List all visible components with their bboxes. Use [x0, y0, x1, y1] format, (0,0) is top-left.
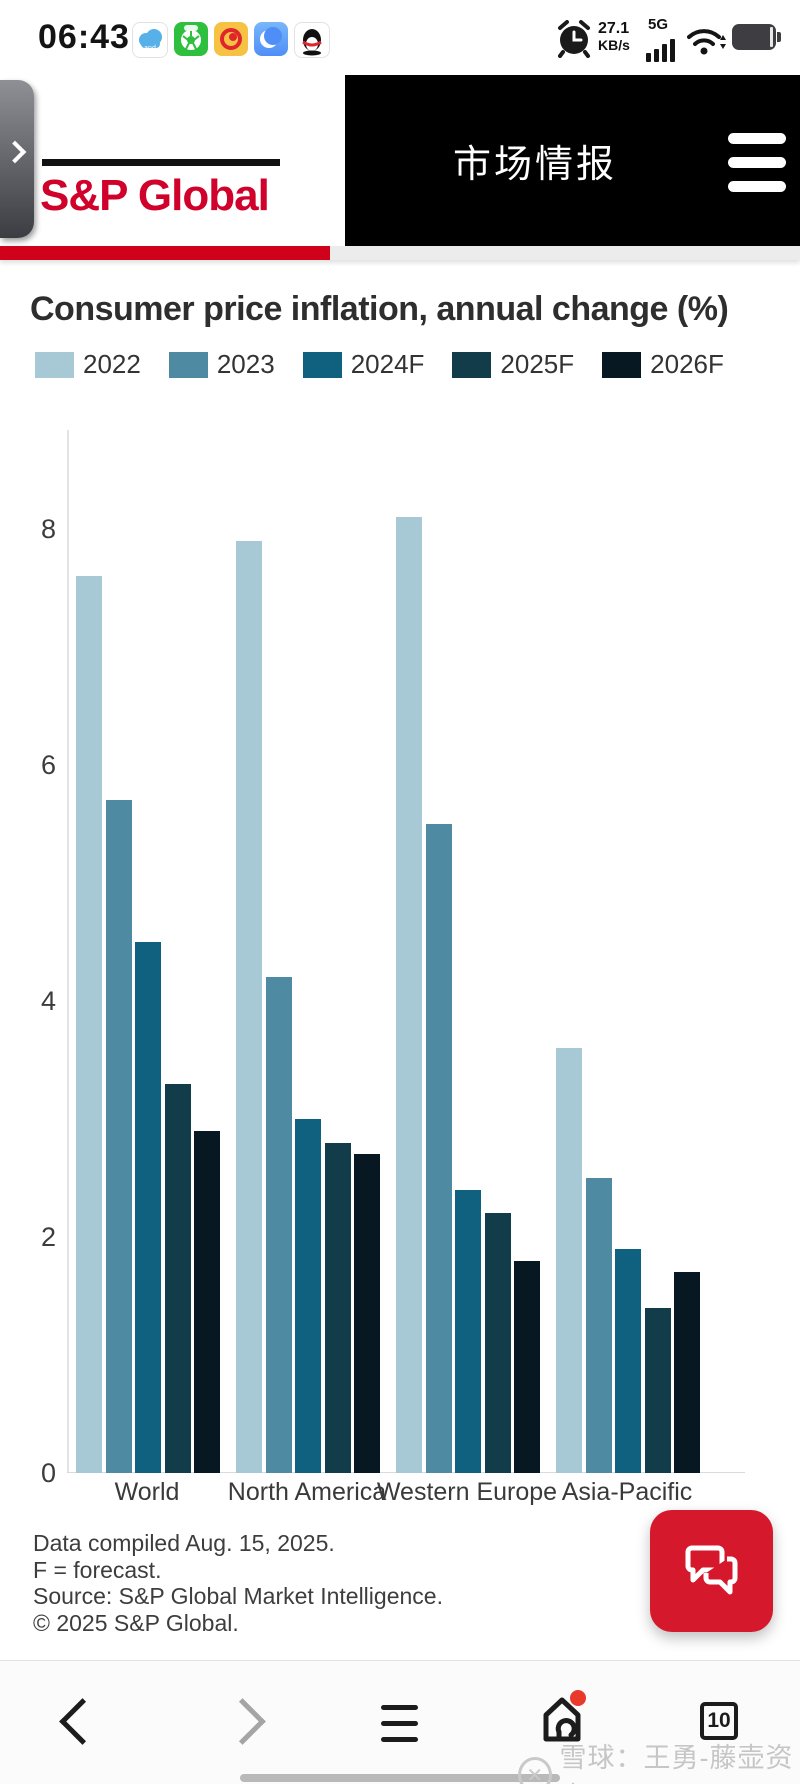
- bar-world-2025F: [164, 1084, 191, 1473]
- x-axis-labels: World North America Western Europe Asia-Pac…: [0, 1478, 800, 1508]
- legend-label: 2025F: [500, 349, 575, 379]
- tab-count-button[interactable]: 10: [700, 1702, 738, 1740]
- alarm-clock-icon: [558, 20, 590, 58]
- bar-asia-pacific-2025F: [644, 1308, 671, 1473]
- bar-north-america-2026F: [354, 1154, 380, 1473]
- xueqiu-logo-icon: ✕: [518, 1757, 552, 1784]
- bar-asia-pacific-2023: [585, 1178, 612, 1473]
- legend-item-2024F: 2024F: [302, 349, 425, 380]
- svg-text:and: and: [144, 45, 156, 52]
- cloud-app-icon: and: [132, 22, 168, 58]
- hamburger-menu-button[interactable]: [728, 133, 786, 193]
- bar-western-europe-2025F: [484, 1213, 511, 1473]
- bar-western-europe-2026F: [514, 1261, 540, 1473]
- legend-swatch: [302, 351, 342, 378]
- status-bar: 06:43 and 27.1 KB/: [0, 0, 800, 75]
- y-tick-0: 0: [40, 1458, 56, 1488]
- bar-north-america-2023: [265, 977, 292, 1473]
- legend-label: 2023: [216, 349, 275, 379]
- chart-footnotes: Data compiled Aug. 15, 2025. F = forecast…: [33, 1530, 443, 1636]
- legend-swatch: [35, 351, 74, 378]
- bar-world-2022: [76, 576, 102, 1473]
- battery-icon: [732, 24, 781, 50]
- page-load-progress-fill: [0, 246, 330, 260]
- legend-swatch: [452, 351, 492, 378]
- footnote-line: © 2025 S&P Global.: [33, 1609, 239, 1636]
- notification-dot: [570, 1690, 586, 1706]
- legend-label: 2024F: [350, 349, 425, 379]
- header-logo-panel: S&P Global: [0, 75, 345, 246]
- notification-app-icons: and: [132, 22, 330, 58]
- watermark-text: 雪球：王勇-藤壶资本: [559, 1743, 794, 1784]
- chart-legend: 2022 2023 2024F 2025F 2026F: [35, 349, 724, 380]
- bar-asia-pacific-2024F: [615, 1249, 641, 1473]
- header-title-panel: 市场情报: [345, 75, 800, 246]
- green-ball-app-icon: [174, 22, 208, 56]
- bar-north-america-2022: [236, 541, 262, 1473]
- bar-asia-pacific-2022: [556, 1048, 582, 1473]
- bar-world-2023: [105, 800, 132, 1473]
- page-title: 市场情报: [452, 144, 617, 186]
- x-label-western-europe: Western Europe: [376, 1478, 558, 1506]
- bar-western-europe-2023: [425, 824, 452, 1473]
- app-header: S&P Global 市场情报: [0, 75, 800, 246]
- y-tick-4: 4: [40, 986, 56, 1016]
- legend-label: 2022: [83, 349, 141, 379]
- y-tick-2: 2: [40, 1222, 56, 1252]
- footnote-line: Data compiled Aug. 15, 2025.: [33, 1530, 335, 1556]
- bar-asia-pacific-2026F: [674, 1272, 700, 1473]
- y-tick-6: 6: [40, 750, 56, 780]
- tab-count: 10: [707, 1709, 731, 1732]
- bar-north-america-2025F: [324, 1143, 351, 1473]
- weibo-app-icon: [214, 22, 248, 56]
- browser-app-icon: [254, 22, 288, 56]
- legend-item-2026F: 2026F: [602, 349, 724, 380]
- watermark: ✕ 雪球：王勇-藤壶资本: [518, 1736, 800, 1784]
- legend-swatch: [602, 351, 642, 378]
- legend-swatch: [168, 351, 208, 378]
- chat-button[interactable]: [650, 1510, 773, 1632]
- page-load-progress-track: [0, 246, 800, 260]
- y-tick-8: 8: [40, 514, 56, 544]
- bar-world-2024F: [135, 942, 161, 1473]
- clock-time: 06:43: [38, 18, 130, 56]
- bar-chart-plot: 8 6 4 2 0: [0, 430, 800, 1488]
- legend-label: 2026F: [650, 349, 724, 379]
- bar-north-america-2024F: [295, 1119, 321, 1473]
- gesture-bar[interactable]: [240, 1774, 560, 1782]
- x-label-world: World: [114, 1478, 180, 1506]
- home-button[interactable]: [536, 1692, 588, 1748]
- nav-menu-button[interactable]: [381, 1705, 418, 1742]
- signal-strength-icon: [646, 38, 675, 62]
- chevron-right-icon: [3, 140, 27, 164]
- chart-title: Consumer price inflation, annual change …: [30, 290, 729, 328]
- logo-top-bar: [42, 159, 280, 166]
- x-label-north-america: North America: [227, 1478, 387, 1506]
- network-speed-value: 27.1: [598, 20, 630, 37]
- bar-western-europe-2022: [396, 517, 422, 1473]
- sp-global-logo[interactable]: S&P Global: [40, 171, 270, 220]
- legend-item-2025F: 2025F: [452, 349, 574, 380]
- footnote-line: F = forecast.: [33, 1556, 162, 1583]
- network-speed: 27.1 KB/s: [598, 20, 630, 54]
- qq-app-icon: [294, 22, 330, 58]
- legend-item-2022: 2022: [35, 349, 141, 380]
- network-type-label: 5G: [648, 16, 669, 33]
- y-axis-line: [67, 430, 69, 1473]
- legend-item-2023: 2023: [168, 349, 275, 380]
- bar-world-2026F: [194, 1131, 220, 1473]
- x-label-asia-pacific: Asia-Pacific: [561, 1478, 693, 1506]
- bar-western-europe-2024F: [455, 1190, 481, 1473]
- network-speed-unit: KB/s: [598, 37, 630, 53]
- footnote-line: Source: S&P Global Market Intelligence.: [33, 1583, 443, 1609]
- sidebar-pull-handle[interactable]: [0, 80, 34, 238]
- wifi-icon: [687, 29, 726, 55]
- chat-bubbles-icon: [685, 1545, 737, 1595]
